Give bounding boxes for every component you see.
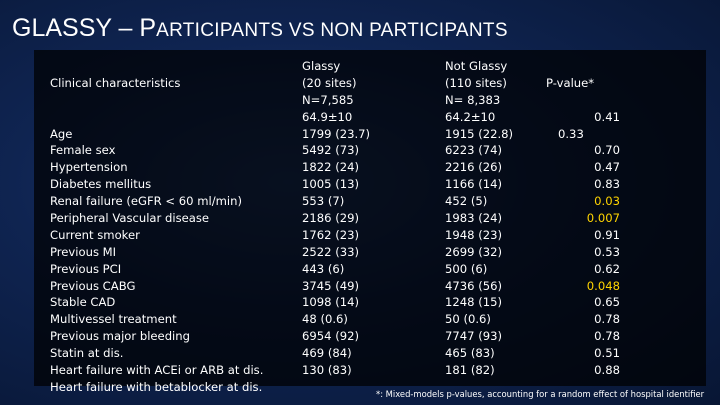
row-glassy-value: 5492 (73) (302, 143, 359, 158)
row-not-glassy-value: 500 (6) (445, 261, 488, 276)
header-characteristic: Clinical characteristics (50, 75, 181, 90)
row-pvalue: 0.70 (594, 143, 620, 158)
row-glassy-value: 1799 (23.7) (302, 126, 371, 141)
characteristics-column: Clinical characteristics Age Female sex Hy… (50, 58, 263, 396)
row-not-glassy-value: 1983 (24) (445, 211, 502, 226)
row-pvalue: 0.007 (586, 211, 620, 226)
title-rest: ARTICIPANTS VS NON PARTICIPANTS (156, 20, 508, 41)
row-pvalue: 0.03 (594, 194, 620, 209)
slide-title: GLASSY – PARTICIPANTS VS NON PARTICIPANT… (12, 14, 508, 43)
header-not-glassy-sites: (110 sites) (445, 75, 507, 90)
row-glassy-value: 1822 (24) (302, 160, 359, 175)
row-pvalue: 0.78 (594, 329, 620, 344)
row-glassy-value: 48 (0.6) (302, 312, 348, 327)
table-panel: Clinical characteristics Age Female sex Hy… (34, 50, 706, 394)
glassy-column: Glassy (20 sites) N=7,585 64.9±10 1799 (2… (302, 58, 370, 379)
row-not-glassy-value: 181 (82) (445, 363, 495, 378)
row-pvalue: 0.65 (594, 295, 620, 310)
row-pvalue: 0.62 (594, 261, 620, 276)
row-label: Previous major bleeding (50, 329, 190, 344)
row-pvalue: 0.53 (594, 244, 620, 259)
row-not-glassy-value: 465 (83) (445, 346, 495, 361)
row-pvalue: 0.048 (586, 278, 620, 293)
row-glassy-value: 553 (7) (302, 194, 345, 209)
row-glassy-value: 6954 (92) (302, 329, 359, 344)
row-glassy-value: 1098 (14) (302, 295, 359, 310)
row-label: Previous CABG (50, 278, 136, 293)
title-separator: – (111, 14, 140, 42)
row-label: Peripheral Vascular disease (50, 211, 210, 226)
header-not-glassy-n: N= 8,383 (445, 92, 501, 107)
row-glassy-value: 1005 (13) (302, 177, 359, 192)
header-glassy-n: N=7,585 (302, 92, 354, 107)
row-not-glassy-value: 64.2±10 (445, 109, 496, 124)
row-label: Multivessel treatment (50, 312, 177, 327)
row-not-glassy-value: 2699 (32) (445, 244, 502, 259)
row-label: Hypertension (50, 160, 128, 175)
row-not-glassy-value: 6223 (74) (445, 143, 502, 158)
row-glassy-value: 469 (84) (302, 346, 352, 361)
header-glassy-name: Glassy (302, 59, 341, 73)
row-pvalue: 0.88 (594, 363, 620, 378)
row-not-glassy-value: 50 (0.6) (445, 312, 491, 327)
row-label: Heart failure with ACEi or ARB at dis. (50, 363, 264, 378)
footnote: *: Mixed-models p-values, accounting for… (376, 389, 705, 399)
row-glassy-value: 3745 (49) (302, 278, 359, 293)
row-pvalue: 0.78 (594, 312, 620, 327)
row-label: Age (50, 126, 73, 141)
row-glassy-value: 443 (6) (302, 261, 345, 276)
row-label: Statin at dis. (50, 346, 124, 361)
row-label: Female sex (50, 143, 116, 158)
row-not-glassy-value: 1248 (15) (445, 295, 502, 310)
header-glassy-sites: (20 sites) (302, 75, 357, 90)
row-label: Renal failure (eGFR < 60 ml/min) (50, 194, 243, 209)
row-label: Heart failure with betablocker at dis. (50, 379, 263, 394)
row-label: Current smoker (50, 227, 140, 242)
title-initial: P (139, 14, 157, 42)
row-not-glassy-value: 7747 (93) (445, 329, 502, 344)
row-not-glassy-value: 1166 (14) (445, 177, 502, 192)
row-not-glassy-value: 1915 (22.8) (445, 126, 514, 141)
title-glassy: GLASSY (12, 14, 112, 42)
header-not-glassy-name: Not Glassy (445, 59, 508, 73)
row-label: Previous MI (50, 244, 117, 259)
row-glassy-value: 2186 (29) (302, 211, 359, 226)
header-pvalue: P-value* (546, 75, 595, 90)
row-pvalue: 0.41 (594, 109, 620, 124)
row-not-glassy-value: 1948 (23) (445, 227, 502, 242)
row-glassy-value: 130 (83) (302, 363, 352, 378)
row-pvalue: 0.91 (594, 227, 620, 242)
not-glassy-column: Not Glassy (110 sites) N= 8,383 64.2±10 1… (445, 58, 513, 379)
row-pvalue: 0.83 (594, 177, 620, 192)
row-label: Diabetes mellitus (50, 177, 152, 192)
row-label: Previous PCI (50, 261, 122, 276)
row-not-glassy-value: 4736 (56) (445, 278, 502, 293)
row-pvalue: 0.33 (558, 126, 584, 141)
row-glassy-value: 1762 (23) (302, 227, 359, 242)
row-not-glassy-value: 2216 (26) (445, 160, 502, 175)
row-glassy-value: 64.9±10 (302, 109, 353, 124)
row-label: Stable CAD (50, 295, 116, 310)
row-glassy-value: 2522 (33) (302, 244, 359, 259)
row-not-glassy-value: 452 (5) (445, 194, 488, 209)
row-pvalue: 0.51 (594, 346, 620, 361)
pvalue-column: P-value* 0.41 0.33 0.70 0.47 0.83 0.03 0.007 0.… (534, 58, 620, 379)
row-pvalue: 0.47 (594, 160, 620, 175)
